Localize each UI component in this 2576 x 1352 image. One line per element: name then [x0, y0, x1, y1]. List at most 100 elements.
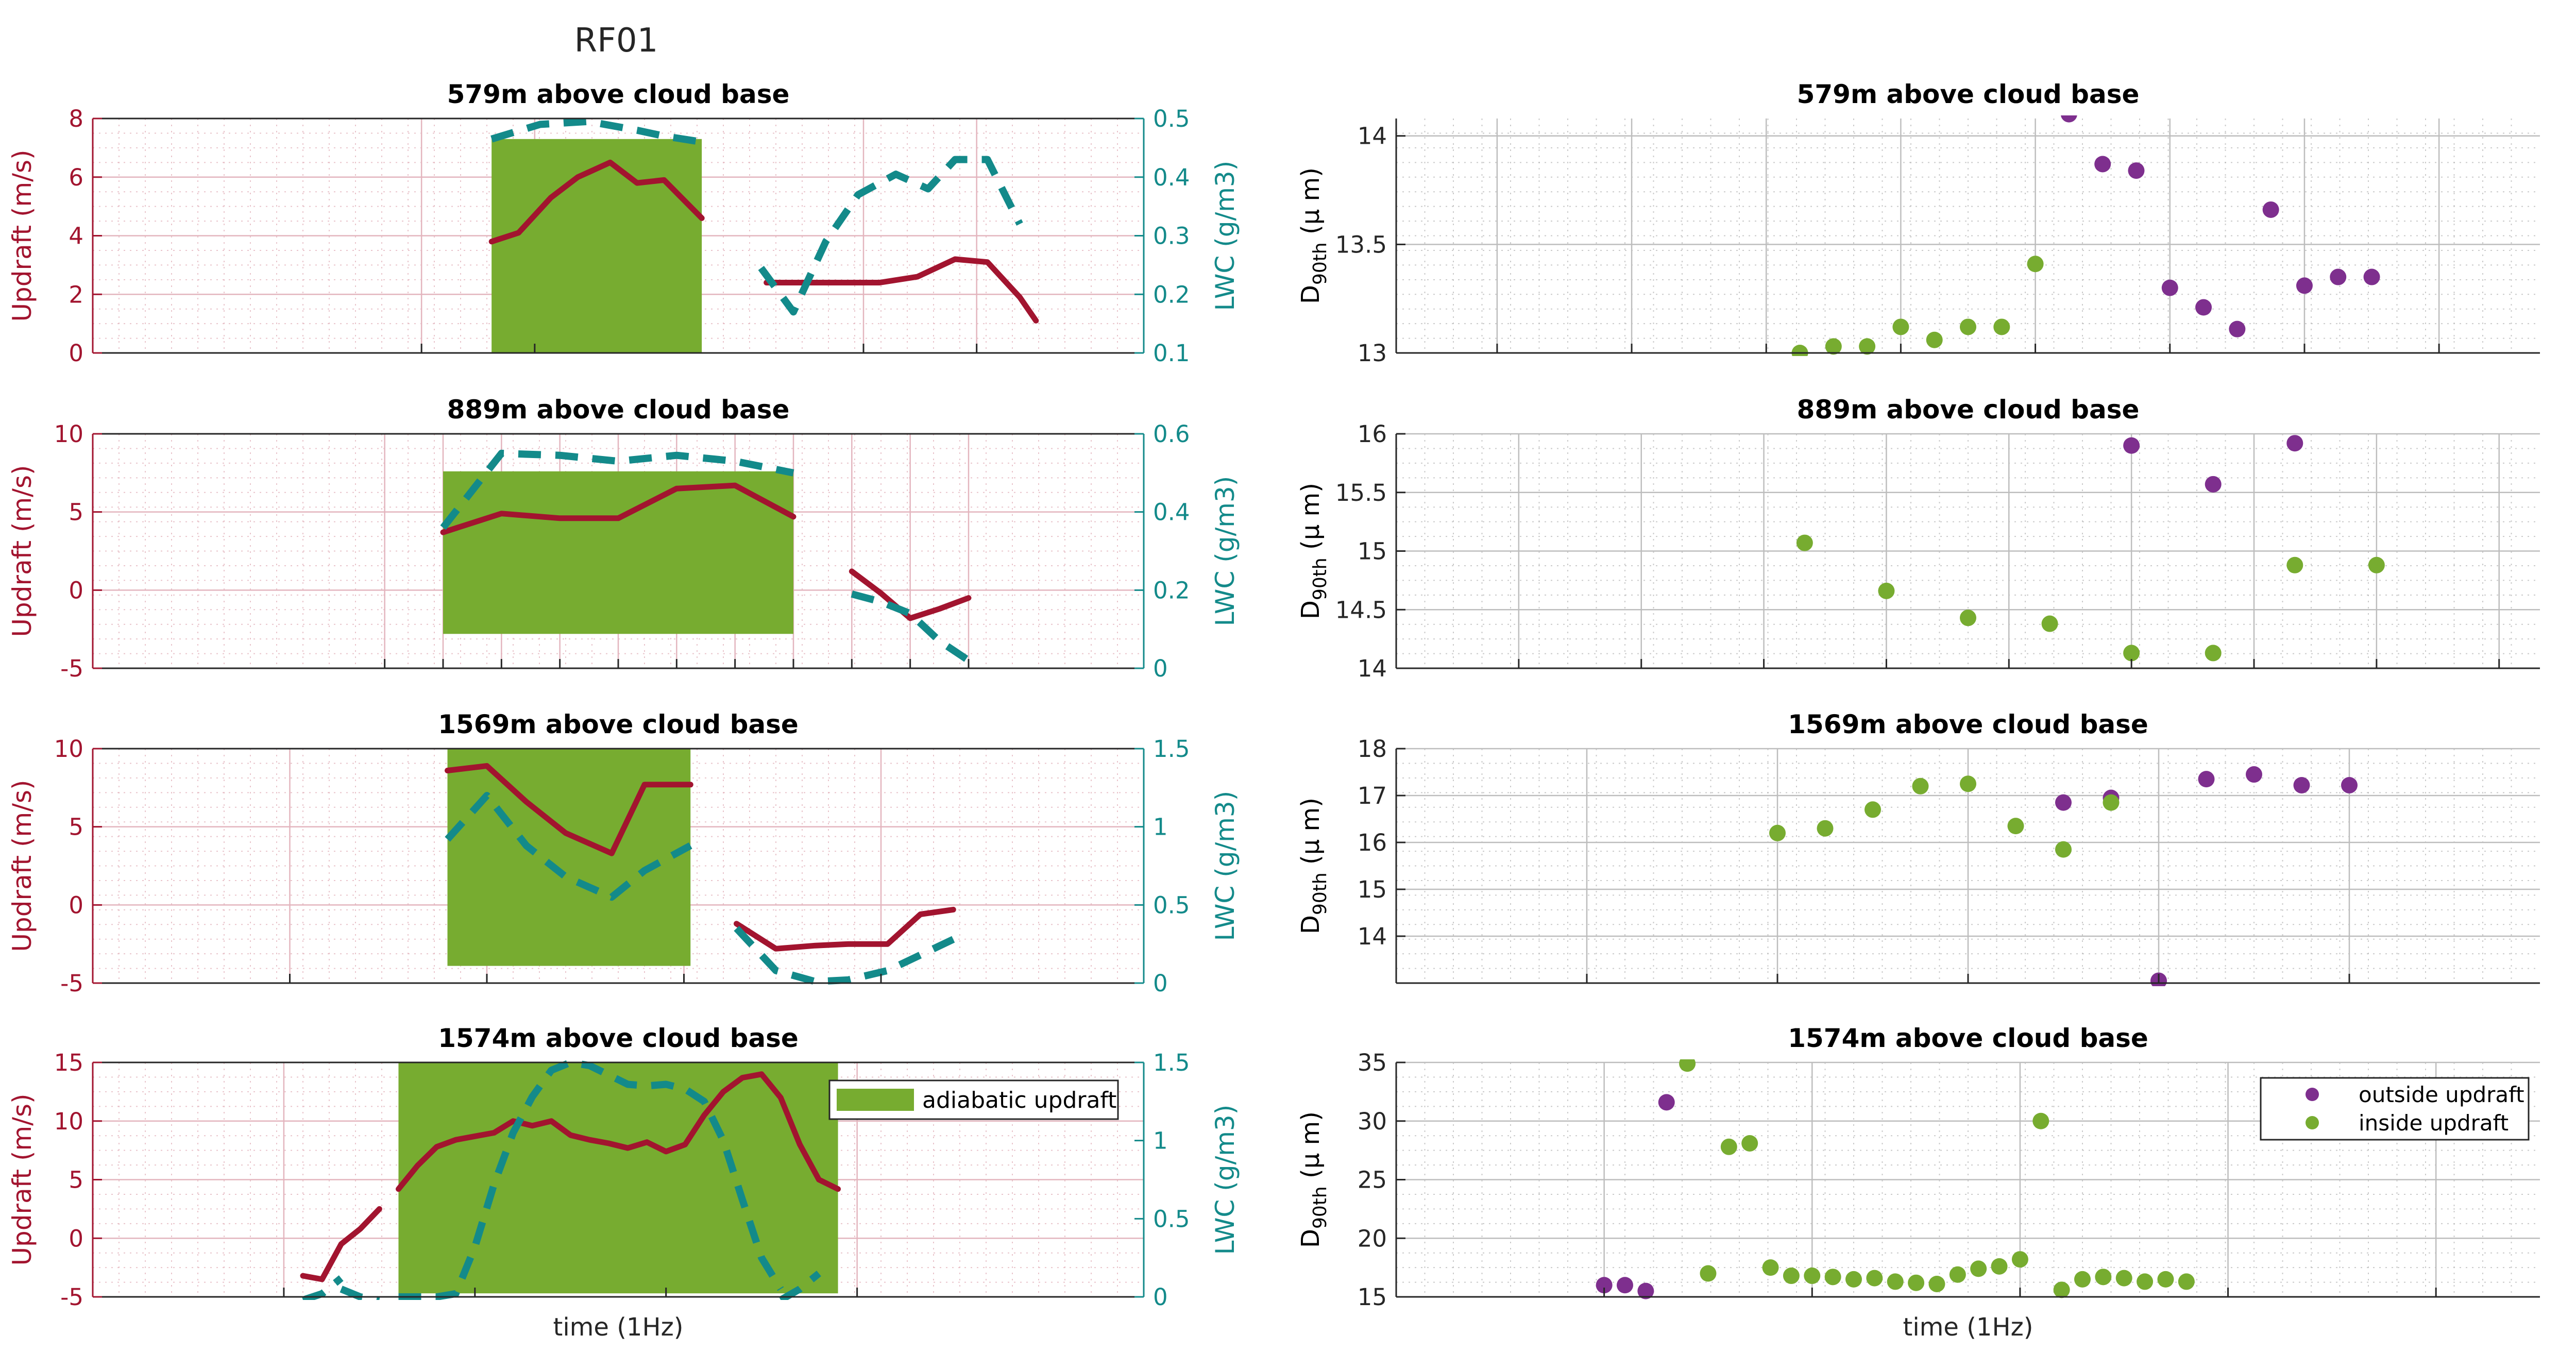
inside-updraft-point [1960, 610, 1976, 627]
y-axis-label: D90th (μ m) [1296, 798, 1331, 934]
y-tick-label: 15 [1358, 1283, 1387, 1311]
y2-tick-label: 0.2 [1153, 281, 1190, 308]
lwc-line [851, 590, 971, 664]
outside-updraft-point [2262, 201, 2279, 218]
y-axis-label: D90th (μ m) [1296, 1111, 1331, 1248]
legend-label: outside updraft [2359, 1082, 2524, 1107]
inside-updraft-point [1908, 1274, 1925, 1291]
inside-updraft-point [1887, 1273, 1904, 1290]
y-tick-label: 13.5 [1335, 231, 1387, 258]
y-tick-label: 14 [1358, 123, 1387, 150]
inside-updraft-point [1804, 1268, 1821, 1285]
inside-updraft-point [1960, 318, 1976, 335]
y2-tick-label: 1.5 [1153, 1049, 1190, 1076]
y2-tick-label: 0.5 [1153, 1205, 1190, 1232]
inside-updraft-point [1926, 331, 1943, 348]
updraft-line [488, 159, 705, 245]
x-axis-label: time (1Hz) [553, 1313, 684, 1342]
lwc-line [734, 926, 955, 985]
panel-title: 1574m above cloud base [438, 1023, 799, 1053]
inside-updraft-point [1970, 1260, 1987, 1277]
y2-tick-label: 0.3 [1153, 223, 1190, 250]
updraft-line [1016, 294, 1039, 324]
panel-title: 889m above cloud base [1797, 395, 2140, 425]
panel-title: 579m above cloud base [1797, 79, 2140, 109]
legend-label: inside updraft [2359, 1110, 2509, 1136]
y2-axis-label: LWC (g/m3) [1210, 161, 1240, 311]
outside-updraft-point [2286, 435, 2303, 452]
outside-updraft-point [2293, 776, 2310, 793]
inside-updraft-point [2027, 256, 2044, 273]
adiabatic-updraft-region [492, 139, 702, 353]
outside-updraft-point [1637, 1282, 1654, 1299]
inside-updraft-point [2007, 818, 2024, 835]
y2-tick-label: 0.6 [1153, 420, 1190, 448]
outside-updraft-point [2198, 771, 2215, 788]
y-tick-label: 15 [1358, 876, 1387, 903]
inside-updraft-point [1825, 338, 1842, 355]
lwc-line [301, 1275, 344, 1300]
series-group [300, 1059, 841, 1300]
outside-updraft-point [2195, 299, 2212, 316]
y-tick-label: 15.5 [1335, 479, 1387, 506]
outside-updraft-point [2061, 115, 2077, 123]
y-axis-label: Updraft (m/s) [7, 465, 37, 637]
legend-label: adiabatic updraft [922, 1087, 1116, 1113]
outside-updraft-point [2205, 476, 2222, 493]
y-tick-label: 15 [1358, 538, 1387, 565]
series-group [445, 763, 956, 985]
y-tick-label: 17 [1358, 782, 1387, 809]
y-tick-label: 5 [69, 814, 83, 841]
y-tick-label: 14 [1358, 923, 1387, 950]
inside-updraft-point [2011, 1251, 2028, 1268]
y2-tick-label: 0 [1153, 970, 1168, 997]
inside-updraft-point [2286, 556, 2303, 573]
outside-updraft-point [2341, 776, 2358, 793]
lwc-line [440, 449, 794, 530]
inside-updraft-point [1878, 582, 1895, 599]
panel-left-1: 0 2 4 6 8 0.1 0.2 0.3 0.4 0.5 579m above cloud bas… [7, 79, 1240, 367]
inside-updraft-point [1912, 778, 1929, 795]
inside-updraft-point [1720, 1138, 1737, 1155]
y2-tick-label: 0.5 [1153, 891, 1190, 919]
y2-tick-label: 0 [1153, 655, 1168, 682]
series-group [1796, 435, 2385, 662]
y-tick-label: 2 [69, 281, 83, 308]
outside-updraft-point [2246, 766, 2262, 783]
inside-updraft-point [2041, 615, 2058, 632]
y-tick-label: -5 [60, 970, 83, 997]
inside-updraft-point [2103, 794, 2120, 811]
y-tick-label: 10 [54, 735, 83, 763]
inside-updraft-point [1960, 775, 1976, 792]
y-tick-label: -5 [60, 1283, 83, 1311]
inside-updraft-point [2055, 841, 2072, 858]
outside-updraft-point [2161, 279, 2178, 296]
inside-updraft-point [1991, 1258, 2008, 1275]
inside-updraft-point [1783, 1268, 1800, 1285]
inside-updraft-point [1741, 1135, 1758, 1152]
adiabatic-updraft-region [443, 471, 793, 634]
inside-updraft-point [1865, 801, 1881, 818]
series-group [1791, 115, 2380, 356]
y-tick-label: 18 [1358, 735, 1387, 763]
lwc-line [490, 117, 703, 146]
lwc-line [758, 156, 1023, 316]
inside-updraft-point [2032, 1112, 2049, 1129]
y2-tick-label: 0.2 [1153, 577, 1190, 604]
legend-swatch-adiabatic [837, 1089, 914, 1111]
updraft-line [396, 1071, 841, 1192]
y-axis-label: Updraft (m/s) [7, 780, 37, 952]
y-tick-label: 10 [54, 420, 83, 448]
inside-updraft-point [1796, 534, 1813, 551]
panel-left-2: -5 0 5 10 0 0.2 0.4 0.6 889m above cloud base Upd… [7, 395, 1240, 682]
y-axis-label: Updraft (m/s) [7, 149, 37, 322]
figure-suptitle: RF01 [574, 22, 658, 60]
panel-title: 1569m above cloud base [1788, 709, 2148, 739]
y2-axis-label: LWC (g/m3) [1210, 791, 1240, 941]
inside-updraft-point [1679, 1059, 1696, 1072]
panel-left-3: -5 0 5 10 0 0.5 1 1.5 1569m above cloud base Updr… [7, 709, 1240, 997]
y-tick-label: 16 [1358, 420, 1387, 448]
panel-right-4: 15 20 25 30 35 1574m above cloud base D90th (μ… [1296, 1023, 2540, 1342]
panel-right-2: 14 14.5 15 15.5 16 889m above cloud base D90th… [1296, 395, 2540, 682]
inside-updraft-point [1824, 1269, 1841, 1286]
